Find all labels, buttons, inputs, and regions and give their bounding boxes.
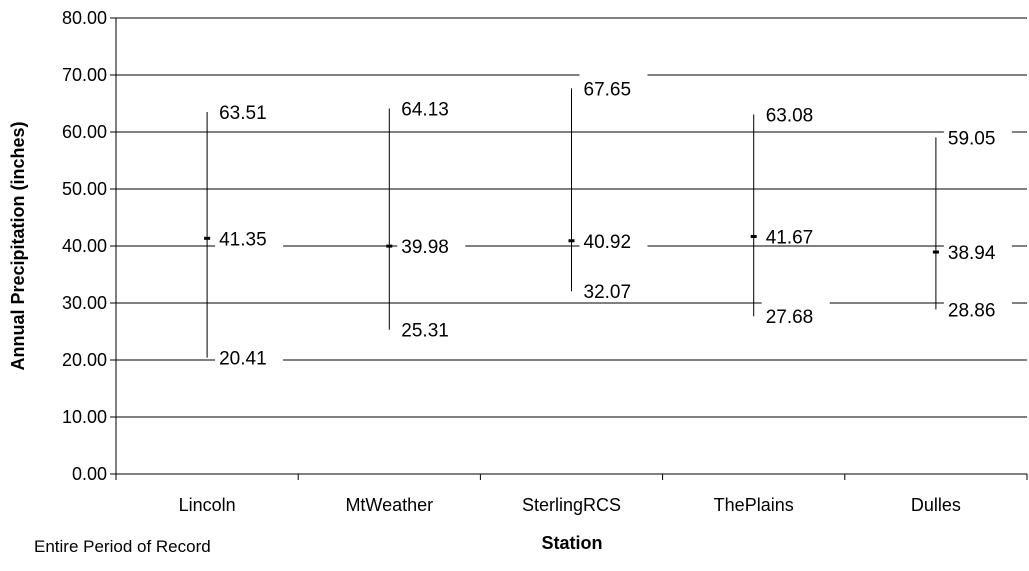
y-tick-label: 10.00 <box>62 407 107 427</box>
mean-data-label: 38.94 <box>948 243 996 264</box>
mean-data-label: 41.67 <box>766 227 814 248</box>
low-label-background <box>579 276 648 301</box>
low-data-label: 20.41 <box>219 349 267 370</box>
x-tick-label: Dulles <box>911 495 961 515</box>
x-axis-ticks: Lincoln MtWeather SterlingRCS ThePlains Dull… <box>115 474 1028 515</box>
high-label-background <box>397 93 466 118</box>
low-label-background <box>397 314 466 339</box>
high-data-label: 63.08 <box>766 105 814 126</box>
high-label-background <box>215 96 284 121</box>
y-tick-label: 60.00 <box>62 122 107 142</box>
x-axis-title: Station <box>542 533 603 553</box>
mean-data-label: 41.35 <box>219 229 267 250</box>
high-label-background <box>579 73 648 98</box>
low-data-label: 27.68 <box>766 307 814 328</box>
mean-data-label: 40.92 <box>584 232 632 253</box>
high-data-label: 63.51 <box>219 103 267 124</box>
y-axis-ticks: 0.00 10.00 20.00 30.00 40.00 50.00 60.00 70.00 8… <box>62 8 116 484</box>
low-data-label: 25.31 <box>401 321 449 342</box>
low-data-label: 32.07 <box>584 282 632 303</box>
high-data-label: 67.65 <box>584 79 632 100</box>
low-label-background <box>943 294 1012 319</box>
high-data-label: 59.05 <box>948 128 996 149</box>
mean-label-background <box>397 231 466 256</box>
mean-label-background <box>215 223 284 248</box>
y-tick-label: 50.00 <box>62 179 107 199</box>
y-tick-label: 0.00 <box>72 464 107 484</box>
x-tick-label: MtWeather <box>345 495 433 515</box>
y-tick-label: 20.00 <box>62 350 107 370</box>
y-axis-title: Annual Precipitation (inches) <box>8 121 28 370</box>
high-label-background <box>761 99 830 124</box>
mean-label-background <box>579 225 648 250</box>
y-tick-label: 70.00 <box>62 65 107 85</box>
low-data-label: 28.86 <box>948 300 996 321</box>
mean-data-label: 39.98 <box>401 237 449 258</box>
high-data-label: 64.13 <box>401 99 449 120</box>
low-label-background <box>215 342 284 367</box>
mean-label-background <box>761 221 830 246</box>
high-label-background <box>943 122 1012 147</box>
y-tick-label: 40.00 <box>62 236 107 256</box>
y-tick-label: 30.00 <box>62 293 107 313</box>
x-tick-label: SterlingRCS <box>522 495 621 515</box>
low-label-background <box>761 301 830 326</box>
y-tick-label: 80.00 <box>62 8 107 28</box>
range-series: 63.51 41.35 20.41 64.13 39.98 25.31 67.65 40.92… <box>204 73 1012 370</box>
x-tick-label: ThePlains <box>714 495 794 515</box>
period-note: Entire Period of Record <box>34 537 211 556</box>
x-tick-label: Lincoln <box>179 495 236 515</box>
mean-label-background <box>943 237 1012 262</box>
